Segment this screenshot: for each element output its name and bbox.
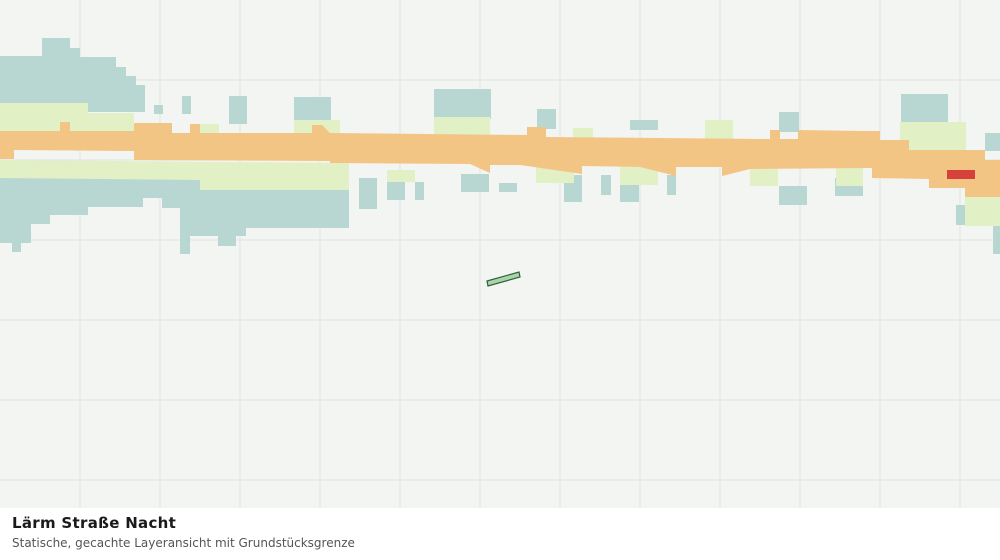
map [0, 0, 1000, 508]
noise-zone-medium [0, 103, 1000, 226]
caption: Lärm Straße Nacht Statische, gecachte La… [12, 514, 355, 550]
noise-zone-high [0, 122, 1000, 197]
subtitle: Statische, gecachte Layeransicht mit Gru… [12, 536, 355, 550]
noise-zone-very-high [947, 170, 975, 179]
parcel-boundary [486, 271, 521, 287]
title: Lärm Straße Nacht [12, 514, 177, 532]
map-background [0, 0, 1000, 508]
